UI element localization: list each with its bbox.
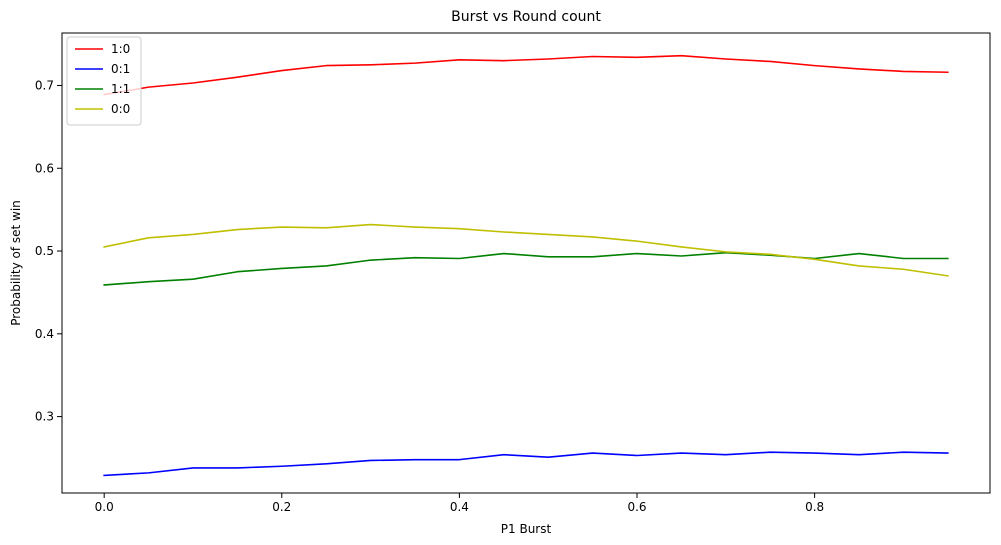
- plot-background: [62, 33, 990, 493]
- y-axis-ticks: 0.3 0.4 0.5 0.6 0.7: [35, 78, 62, 424]
- legend: 1:0 0:1 1:1 0:0: [66, 36, 142, 126]
- x-tick-label: 0.8: [805, 500, 824, 514]
- legend-box: [66, 36, 142, 126]
- legend-label: 1:1: [111, 82, 130, 96]
- x-tick-label: 0.6: [627, 500, 646, 514]
- chart-title: Burst vs Round count: [451, 9, 601, 25]
- y-axis-label: Probability of set win: [9, 200, 23, 326]
- series-line-0-1: [103, 451, 949, 477]
- series-line-0-0: [103, 223, 949, 277]
- y-tick-label: 0.6: [35, 161, 54, 175]
- series-line-1-0: [103, 54, 949, 96]
- x-axis-label: P1 Burst: [501, 522, 552, 536]
- x-tick-label: 0.2: [272, 500, 291, 514]
- plot-frame: [61, 32, 991, 494]
- legend-label: 0:1: [111, 62, 130, 76]
- y-tick-label: 0.7: [35, 78, 54, 92]
- series-lines: [103, 54, 949, 477]
- y-tick-label: 0.5: [35, 244, 54, 258]
- y-tick-label: 0.3: [35, 410, 54, 424]
- x-tick-label: 0.4: [450, 500, 469, 514]
- legend-label: 1:0: [111, 42, 130, 56]
- x-axis-ticks: 0.0 0.2 0.4 0.6 0.8: [95, 493, 824, 514]
- y-tick-label: 0.4: [35, 327, 54, 341]
- legend-label: 0:0: [111, 102, 130, 116]
- x-tick-label: 0.0: [95, 500, 114, 514]
